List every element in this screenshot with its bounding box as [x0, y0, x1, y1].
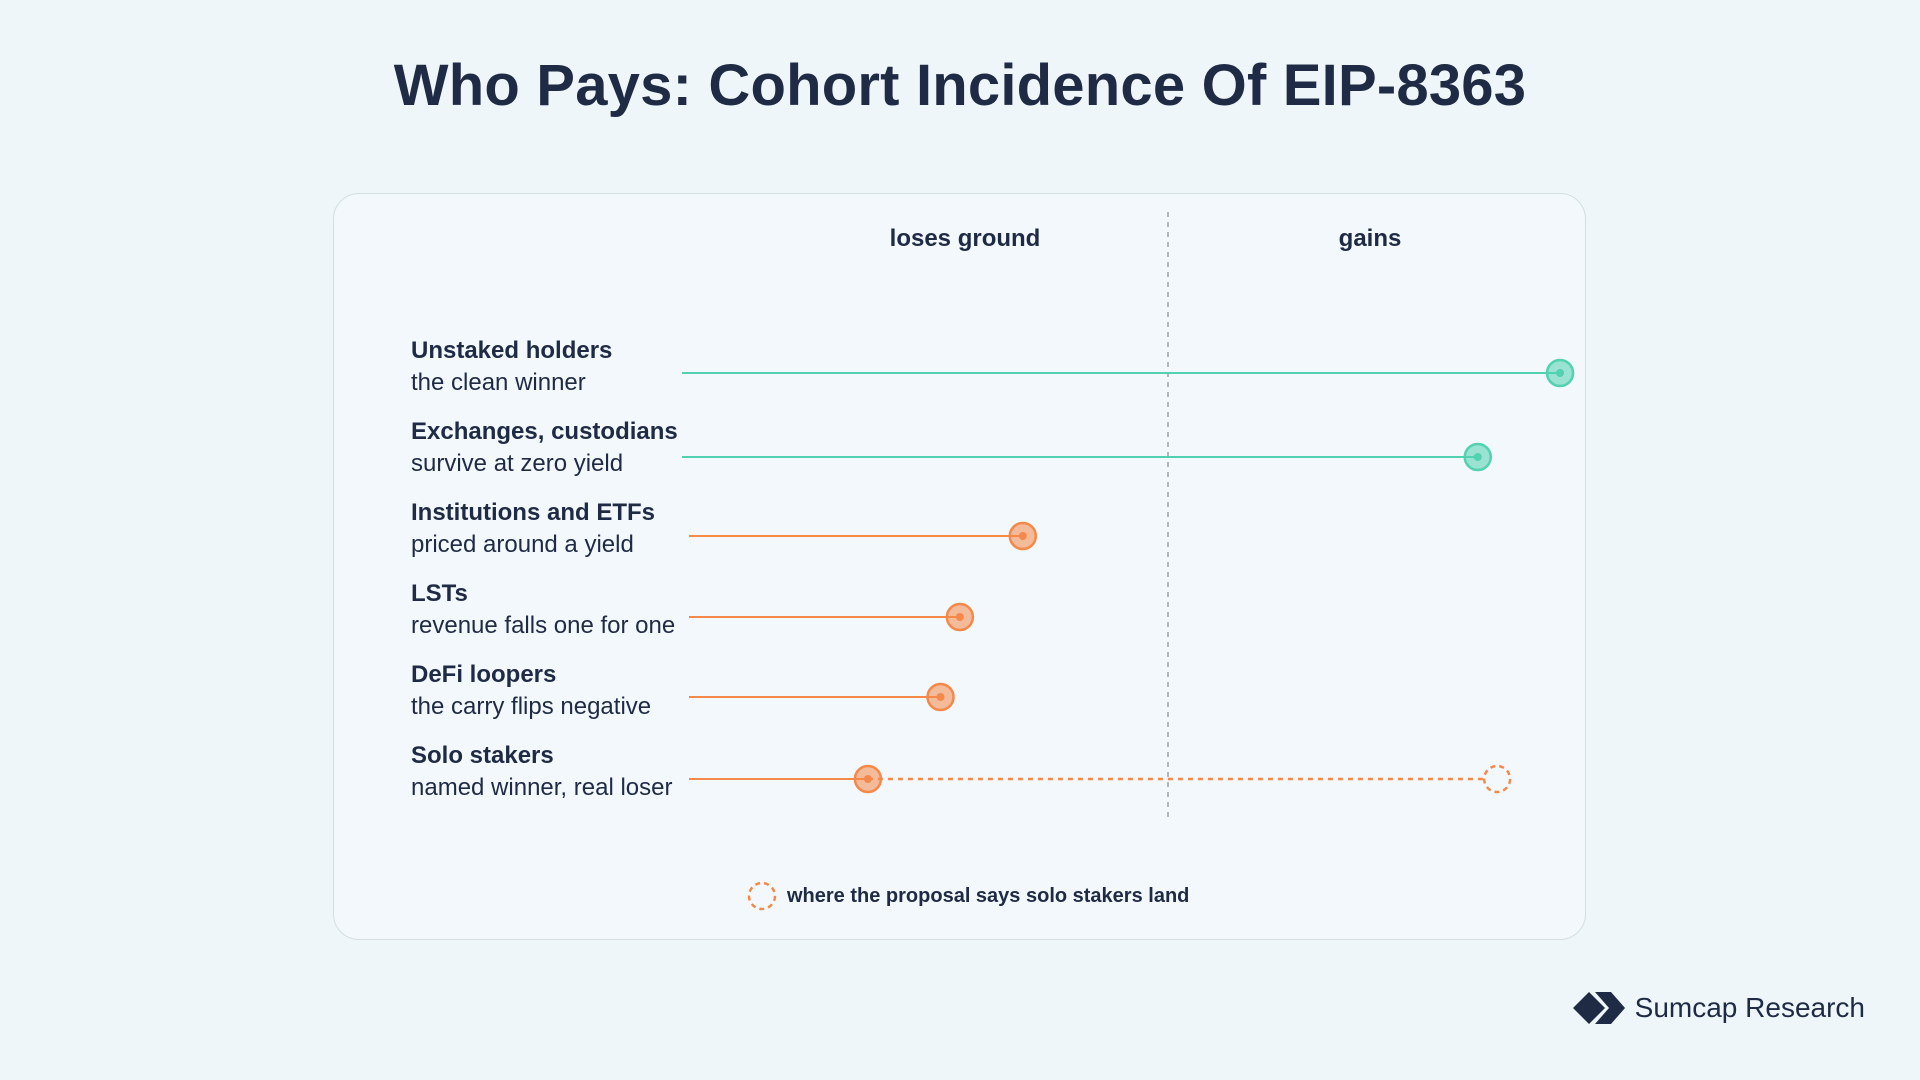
row-label-solo-stakers: Solo stakers named winner, real loser: [411, 740, 672, 804]
row-name: Solo stakers: [411, 742, 554, 769]
data-point-core: [1018, 532, 1027, 540]
chart-legend: where the proposal says solo stakers lan…: [747, 878, 1189, 914]
row-description: the carry flips negative: [411, 693, 652, 720]
row-name: LSTs: [411, 580, 468, 607]
row-name: Institutions and ETFs: [411, 499, 655, 526]
gains-label: gains: [1338, 225, 1402, 252]
row-name: Unstaked holders: [411, 337, 613, 364]
brand: Sumcap Research: [1572, 988, 1865, 1028]
data-point-core: [863, 775, 872, 783]
row-label-institutions-etfs: Institutions and ETFs priced around a yi…: [411, 497, 655, 561]
row-label-lsts: LSTs revenue falls one for one: [411, 578, 675, 642]
chart-card: [333, 193, 1586, 940]
data-point-core: [1473, 453, 1482, 461]
row-description: survive at zero yield: [411, 450, 624, 477]
row-description: the clean winner: [411, 369, 586, 396]
row-description: priced around a yield: [411, 531, 634, 558]
row-name: DeFi loopers: [411, 661, 557, 688]
dashed-circle-icon: [747, 881, 777, 911]
legend-text: where the proposal says solo stakers lan…: [787, 884, 1190, 907]
sumcap-logo-icon: [1572, 992, 1625, 1024]
data-point-core: [1556, 369, 1565, 377]
row-label-exchanges-custodians: Exchanges, custodians survive at zero yi…: [411, 416, 678, 480]
row-label-defi-loopers: DeFi loopers the carry flips negative: [411, 659, 651, 723]
claimed-position-marker: [1482, 764, 1512, 794]
row-description: revenue falls one for one: [411, 612, 676, 639]
row-label-unstaked-holders: Unstaked holders the clean winner: [411, 335, 612, 399]
chart-title: Who Pays: Cohort Incidence Of EIP-8363: [393, 53, 1527, 118]
data-point-core: [955, 613, 964, 621]
brand-name: Sumcap Research: [1634, 992, 1865, 1023]
loses-ground-label: loses ground: [889, 225, 1041, 252]
row-name: Exchanges, custodians: [411, 418, 678, 445]
row-description: named winner, real loser: [411, 774, 673, 801]
data-point-core: [936, 693, 945, 701]
